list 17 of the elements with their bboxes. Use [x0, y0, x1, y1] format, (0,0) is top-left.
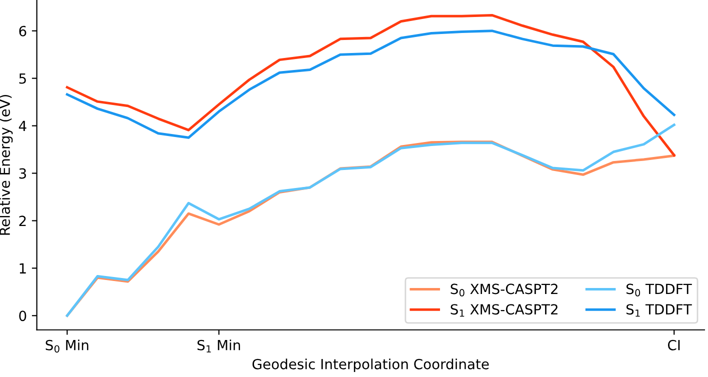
- line-series: [66, 14, 676, 156]
- y-tick-label: 5: [19, 73, 26, 84]
- y-tick-label: 0: [19, 310, 26, 322]
- y-tick-label: 1: [20, 263, 26, 274]
- y-tick-label: 4: [18, 120, 26, 132]
- y-tick-label: 3: [19, 168, 26, 179]
- legend-label: S$_{1}$ XMS-CASPT2: [450, 304, 558, 317]
- legend-label: S$_{0}$ XMS-CASPT2: [450, 284, 558, 296]
- y-tick-label: 6: [19, 26, 26, 36]
- line-series: [66, 30, 676, 139]
- legend-label: S$_{1}$ TDDFT: [626, 304, 692, 317]
- x-tick-label: S$_{1}$ Min: [198, 340, 240, 352]
- x-tick-label: S$_{0}$ Min: [46, 340, 88, 353]
- y-tick-label: 2: [19, 216, 26, 226]
- x-axis-title: Geodesic Interpolation Coordinate: [252, 358, 489, 372]
- x-tick-label: CI: [668, 340, 680, 350]
- legend-label: S$_{0}$ TDDFT: [626, 284, 692, 296]
